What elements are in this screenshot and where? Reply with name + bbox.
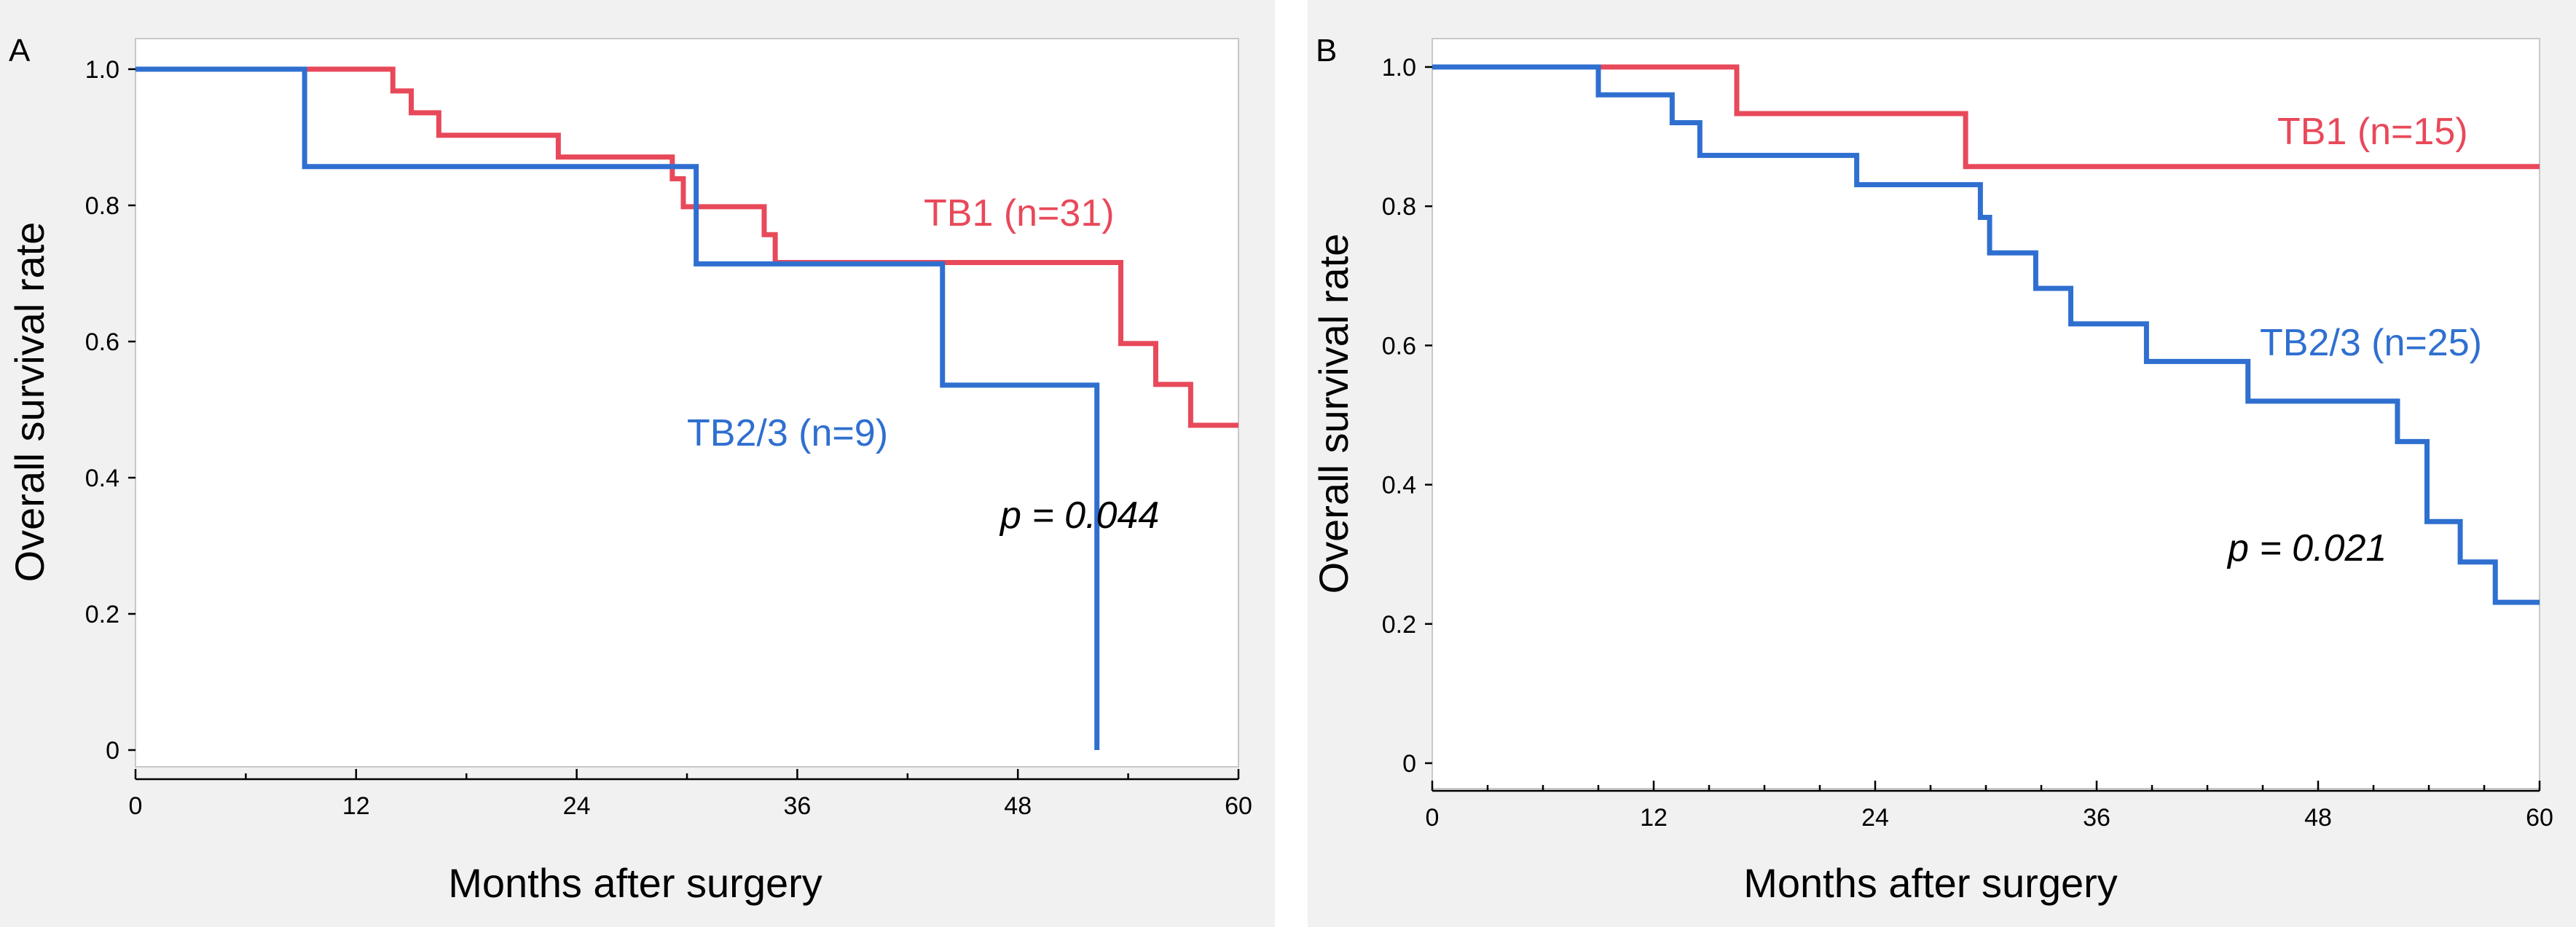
panel-a-y-tick-label: 0.6 xyxy=(85,328,119,356)
panel-b-x-tick-label: 0 xyxy=(1426,804,1440,832)
panel-a-series-tb1-line xyxy=(136,66,1238,428)
panel-b-y-tick-label: 0 xyxy=(1402,750,1416,778)
panel-b-y-tick-label: 0.2 xyxy=(1382,611,1416,639)
panel-a-y-tick-label: 1.0 xyxy=(85,56,119,84)
panel-b-p-value: p = 0.021 xyxy=(2226,527,2387,569)
panel-a-x-axis-title: Months after surgery xyxy=(448,860,822,906)
panel-b-y-axis-title: Overall survival rate xyxy=(1311,234,1356,594)
panel-a-y-axis-title: Overall survival rate xyxy=(7,222,52,583)
panel-a-plot-area xyxy=(135,38,1239,768)
panel-a-x-tick-label: 36 xyxy=(783,792,811,820)
panel-b-y-tick-label: 0.8 xyxy=(1382,193,1416,221)
panel-b: B 0 12 24 36 48 60 0 0.2 0.4 0.6 0.8 1.0 Months aft… xyxy=(1308,0,2576,927)
panel-b-tb23-label: TB2/3 (n=25) xyxy=(2260,322,2482,364)
panel-a-x-tick-label: 60 xyxy=(1225,792,1252,820)
panel-a-x-tick-label: 24 xyxy=(563,792,591,820)
panel-a: A 0 12 24 36 48 60 0 0.2 0.4 0.6 0.8 1.0 Months aft… xyxy=(0,0,1275,927)
panel-a-tb1-label: TB1 (n=31) xyxy=(924,192,1115,234)
panel-b-x-axis-title: Months after surgery xyxy=(1743,860,2118,906)
panel-a-p-value: p = 0.044 xyxy=(999,494,1159,537)
panel-b-y-tick-label: 0.4 xyxy=(1382,472,1416,500)
panel-a-label: A xyxy=(9,33,31,68)
panel-b-x-tick-label: 36 xyxy=(2083,804,2110,832)
panel-a-y-tick-label: 0 xyxy=(106,737,119,765)
panel-b-series-tb23-line xyxy=(1432,64,2540,605)
panel-a-x-tick-label: 48 xyxy=(1004,792,1032,820)
panel-b-plot-area xyxy=(1432,38,2540,789)
panel-a-x-tick-label: 12 xyxy=(342,792,370,820)
panel-b-label: B xyxy=(1316,33,1337,68)
panel-a-y-tick-label: 0.2 xyxy=(85,601,119,628)
panel-a-y-tick-label: 0.8 xyxy=(85,192,119,220)
panel-a-x-tick-label: 0 xyxy=(129,792,143,820)
panel-b-x-tick-label: 12 xyxy=(1640,804,1668,832)
panel-a-series-tb23-line xyxy=(136,66,1100,750)
panel-a-tb23-label: TB2/3 (n=9) xyxy=(687,412,888,454)
panel-b-y-tick-label: 1.0 xyxy=(1382,54,1416,82)
panel-a-series xyxy=(136,66,1238,750)
panel-b-series xyxy=(1432,64,2540,605)
panel-a-y-tick-label: 0.4 xyxy=(85,465,119,492)
panel-b-series-tb1-line xyxy=(1432,64,2540,170)
panel-b-tb1-label: TB1 (n=15) xyxy=(2277,111,2468,153)
panel-b-x-tick-label: 48 xyxy=(2304,804,2332,832)
panel-a-axes: 0 12 24 36 48 60 0 0.2 0.4 0.6 0.8 1.0 xyxy=(85,56,1252,820)
panel-b-y-tick-label: 0.6 xyxy=(1382,332,1416,360)
panel-b-x-tick-label: 60 xyxy=(2526,804,2553,832)
panel-b-x-tick-label: 24 xyxy=(1861,804,1889,832)
panel-b-axes: 0 12 24 36 48 60 0 0.2 0.4 0.6 0.8 1.0 xyxy=(1382,54,2553,832)
